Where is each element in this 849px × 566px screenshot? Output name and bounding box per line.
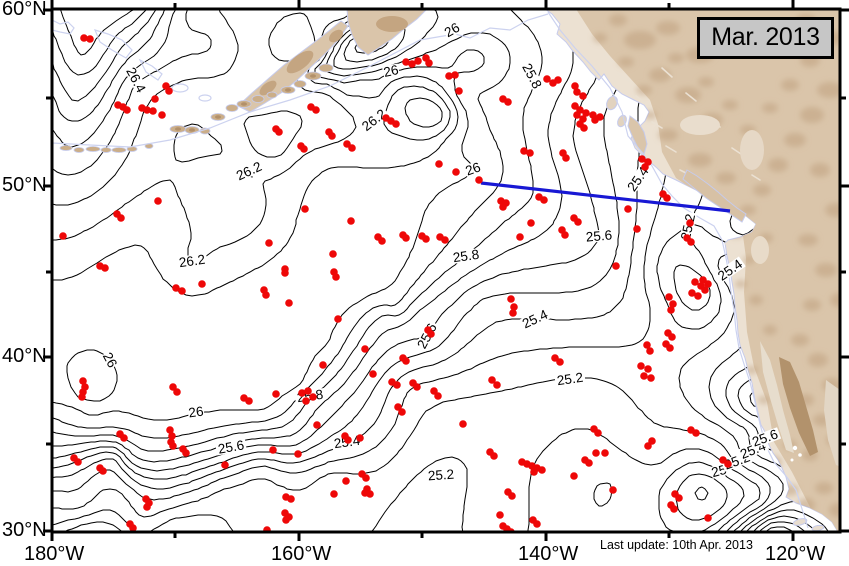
svg-text:25.2: 25.2	[556, 370, 584, 389]
svg-text:25.2: 25.2	[678, 213, 698, 242]
svg-text:26: 26	[100, 350, 120, 370]
svg-text:25.6: 25.6	[585, 227, 612, 244]
svg-text:26.2: 26.2	[178, 252, 206, 271]
svg-text:25.2: 25.2	[427, 467, 454, 484]
svg-text:26: 26	[188, 404, 205, 421]
svg-text:26: 26	[382, 62, 400, 80]
svg-text:26: 26	[463, 159, 482, 178]
svg-text:25.6: 25.6	[217, 437, 245, 456]
svg-text:25.8: 25.8	[452, 247, 480, 266]
svg-text:26: 26	[442, 20, 463, 41]
